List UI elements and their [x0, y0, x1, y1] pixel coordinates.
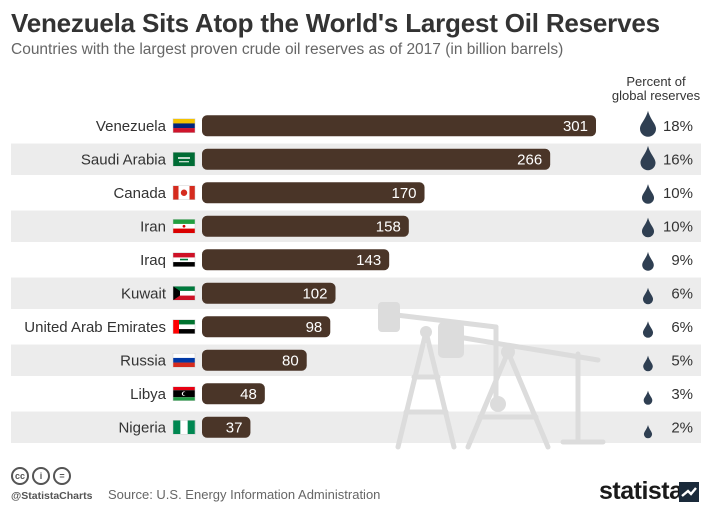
category-label: Libya	[130, 386, 167, 403]
percent-label: 3%	[671, 386, 693, 403]
bar-value-label: 170	[391, 185, 416, 202]
iraq-flag	[172, 252, 196, 267]
oil-drop-icon	[641, 217, 655, 238]
bar-value-label: 266	[517, 151, 542, 168]
no-derivatives-icon: =	[53, 467, 71, 485]
oil-drop-icon	[643, 424, 653, 439]
bar	[202, 182, 425, 204]
percent-label: 10%	[663, 185, 693, 202]
percent-header-line-2: global reserves	[611, 88, 701, 103]
bar-value-label: 80	[282, 352, 299, 369]
bar	[202, 316, 331, 338]
category-label: Nigeria	[118, 419, 166, 436]
chart-row: United Arab Emirates 98 6%	[24, 316, 693, 338]
category-label: Venezuela	[96, 118, 167, 135]
bar-value-label: 301	[563, 118, 588, 135]
attribution-icon: i	[32, 467, 50, 485]
category-label: Russia	[120, 352, 167, 369]
bar-value-label: 98	[306, 319, 323, 336]
statista-logo: statista	[599, 477, 683, 505]
oil-drop-icon	[643, 355, 653, 372]
kuwait-flag	[172, 286, 196, 301]
category-label: United Arab Emirates	[24, 319, 166, 336]
oil-drop-icon	[640, 110, 656, 137]
chart-row: Kuwait 102 6%	[11, 277, 701, 309]
category-label: Iran	[140, 218, 166, 235]
chart-row: Libya 48 3%	[130, 383, 693, 405]
percent-label: 18%	[663, 118, 693, 135]
bar	[202, 115, 596, 137]
source-note: Source: U.S. Energy Information Administ…	[108, 487, 381, 502]
row-stripe	[11, 411, 701, 443]
statista-logo-icon	[679, 482, 699, 502]
bar-value-label: 143	[356, 252, 381, 269]
chart-title: Venezuela Sits Atop the World's Largest …	[11, 8, 660, 38]
bar	[202, 416, 251, 438]
russia-flag	[172, 353, 196, 368]
venezuela-flag	[172, 118, 196, 133]
row-stripe	[11, 277, 701, 309]
percent-label: 9%	[671, 252, 693, 269]
percent-label: 5%	[671, 352, 693, 369]
twitter-handle: @StatistaCharts	[11, 490, 93, 502]
canada-flag	[172, 185, 196, 200]
saudi-arabia-flag	[172, 152, 196, 167]
category-label: Saudi Arabia	[81, 151, 167, 168]
category-label: Kuwait	[121, 285, 167, 302]
chart-row: Saudi Arabia 266 16%	[11, 143, 701, 175]
oil-pump-illustration	[378, 302, 606, 450]
percent-label: 6%	[671, 285, 693, 302]
percent-label: 6%	[671, 319, 693, 336]
bar	[202, 215, 409, 237]
chart-row: Venezuela 301 18%	[96, 110, 693, 137]
bar	[202, 249, 390, 271]
chart-row: Canada 170 10%	[113, 182, 693, 204]
creative-commons-icon: cc	[11, 467, 29, 485]
percent-label: 16%	[663, 151, 693, 168]
bar-value-label: 37	[226, 419, 243, 436]
bar	[202, 349, 307, 371]
percent-label: 10%	[663, 218, 693, 235]
percent-column-header: Percent of global reserves	[606, 75, 706, 103]
iran-flag	[172, 219, 196, 234]
oil-drop-icon	[640, 145, 656, 171]
bar-value-label: 102	[302, 285, 327, 302]
chart-row: Iran 158 10%	[11, 210, 701, 242]
chart-row: Nigeria 37 2%	[11, 411, 701, 443]
percent-label: 2%	[671, 419, 693, 436]
category-label: Canada	[113, 185, 166, 202]
nigeria-flag	[172, 420, 196, 435]
chart-row: Iraq 143 9%	[140, 249, 693, 271]
oil-drop-icon	[642, 251, 654, 271]
chart-row: Russia 80 5%	[11, 344, 701, 376]
bar-value-label: 158	[376, 218, 401, 235]
license-icons: cc i =	[11, 467, 71, 485]
bar	[202, 148, 551, 170]
category-label: Iraq	[140, 252, 166, 269]
oil-drop-icon	[642, 287, 654, 305]
bar	[202, 282, 336, 304]
percent-header-line-1: Percent of	[626, 74, 686, 89]
chart-subtitle: Countries with the largest proven crude …	[11, 41, 564, 58]
uae-flag	[172, 319, 196, 334]
bar-value-label: 48	[240, 386, 257, 403]
libya-flag	[172, 386, 196, 401]
oil-drop-icon	[642, 321, 654, 338]
oil-drop-icon	[641, 184, 655, 204]
oil-drop-icon	[643, 390, 653, 405]
bar	[202, 383, 265, 405]
